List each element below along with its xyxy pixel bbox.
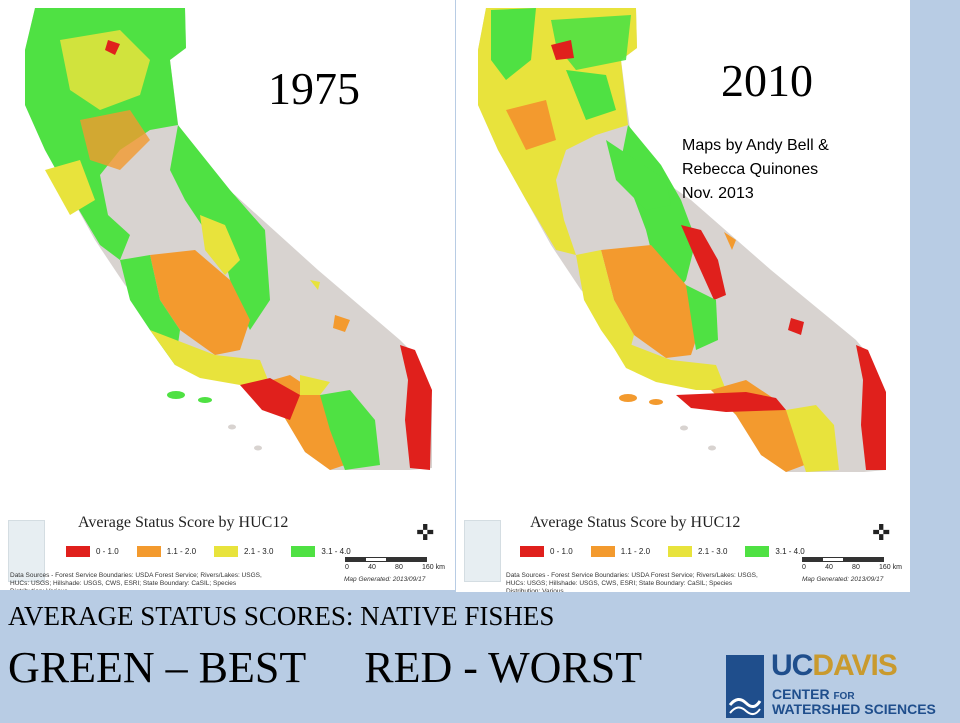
map-generated-date: Map Generated: 2013/09/17 — [802, 576, 884, 583]
slide-caption-key: GREEN – BEST RED - WORST — [8, 642, 700, 693]
north-arrow-icon: ✜ — [872, 520, 891, 545]
legend-item: 3.1 - 4.0 — [745, 546, 805, 557]
legend-swatch — [291, 546, 316, 557]
map-panel-1975: 1975 Average Status Score by HUC12 0 - 1… — [0, 0, 455, 590]
logo-wordmark: UCDAVIS — [771, 649, 898, 682]
caption-worst: RED - WORST — [364, 643, 643, 692]
legend-item: 0 - 1.0 — [520, 546, 573, 557]
legend-swatch — [745, 546, 770, 557]
ucdavis-logo: UCDAVIS CENTER FOR WATERSHED SCIENCES — [726, 649, 960, 720]
logo-mark-icon — [726, 655, 764, 718]
legend: 0 - 1.0 1.1 - 2.0 2.1 - 3.0 3.1 - 4.0 — [66, 546, 369, 557]
legend-item: 1.1 - 2.0 — [590, 546, 650, 557]
logo-line-2: WATERSHED SCIENCES — [772, 701, 936, 717]
region-central-valley — [150, 250, 250, 355]
inset-locator-map — [8, 520, 45, 582]
data-sources-note: Data Sources - Forest Service Boundaries… — [506, 572, 758, 592]
legend-item: 2.1 - 3.0 — [214, 546, 273, 557]
scale-bar: 0 40 80 160 km — [802, 557, 902, 571]
california-map-1975 — [25, 8, 432, 470]
map-year-label: 2010 — [721, 55, 813, 106]
legend-swatch — [520, 546, 544, 557]
legend-swatch — [214, 546, 239, 557]
legend-item: 1.1 - 2.0 — [136, 546, 196, 557]
map-panel-2010: 2010 Maps by Andy Bell & Rebecca Quinone… — [456, 0, 910, 592]
map-year-label: 1975 — [268, 63, 360, 114]
logo-line-1: CENTER FOR — [772, 686, 855, 702]
legend-swatch — [66, 546, 90, 557]
legend-item: 2.1 - 3.0 — [668, 546, 727, 557]
legend-swatch — [668, 546, 693, 557]
legend-title: Average Status Score by HUC12 — [530, 514, 741, 531]
region-colorado-river — [856, 345, 886, 470]
california-map-2010 — [478, 8, 886, 472]
legend-swatch — [590, 546, 615, 557]
legend-item: 0 - 1.0 — [66, 546, 119, 557]
inset-locator-map — [464, 520, 501, 582]
north-arrow-icon: ✜ — [416, 520, 435, 545]
map-generated-date: Map Generated: 2013/09/17 — [344, 576, 426, 583]
legend-title: Average Status Score by HUC12 — [78, 514, 289, 531]
map-credit: Maps by Andy Bell & Rebecca Quinones Nov… — [682, 137, 829, 202]
legend-item: 3.1 - 4.0 — [291, 546, 351, 557]
slide-caption-title: AVERAGE STATUS SCORES: NATIVE FISHES — [8, 601, 555, 631]
caption-best: GREEN – BEST — [8, 643, 307, 692]
legend: 0 - 1.0 1.1 - 2.0 2.1 - 3.0 3.1 - 4.0 — [520, 546, 823, 557]
region-central-valley — [601, 245, 701, 358]
legend-swatch — [136, 546, 161, 557]
scale-bar: 0 40 80 160 km — [345, 557, 445, 571]
region-colorado-river — [400, 345, 432, 470]
data-sources-note: Data Sources - Forest Service Boundaries… — [10, 572, 262, 590]
